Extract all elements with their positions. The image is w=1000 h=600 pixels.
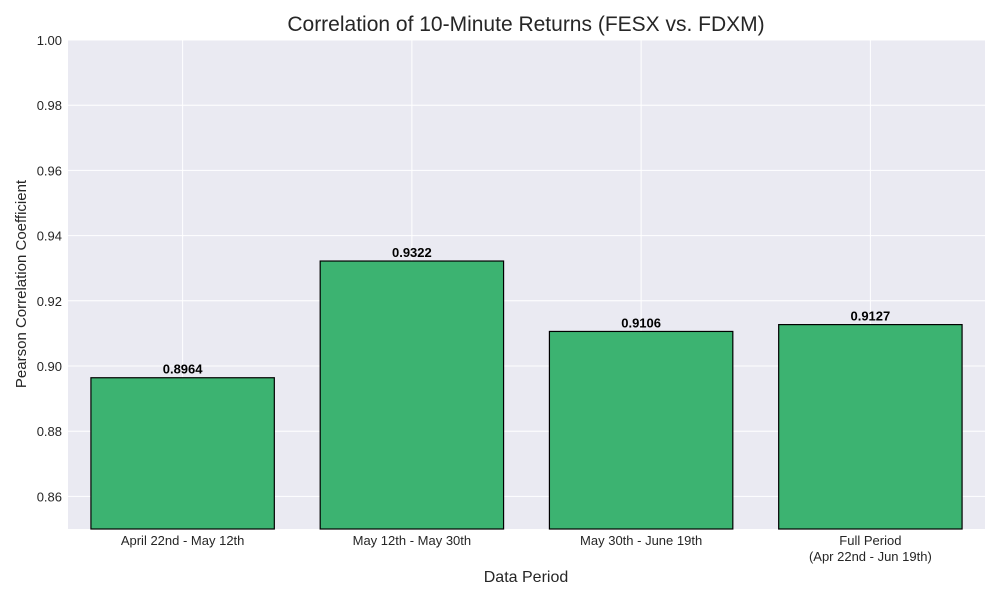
x-tick-label: April 22nd - May 12th — [121, 533, 245, 548]
bar-value-label: 0.9127 — [850, 309, 890, 324]
x-tick-label: Full Period — [839, 533, 901, 548]
y-tick-label: 0.96 — [37, 163, 62, 178]
x-tick-label: May 12th - May 30th — [353, 533, 472, 548]
bar-value-label: 0.8964 — [163, 362, 204, 377]
chart-title: Correlation of 10-Minute Returns (FESX v… — [287, 13, 764, 36]
y-tick-label: 0.98 — [37, 98, 62, 113]
bar — [548, 330, 734, 530]
y-tick-label: 0.90 — [37, 359, 62, 374]
y-tick-label: 0.86 — [37, 489, 62, 504]
x-tick-label: May 30th - June 19th — [580, 533, 702, 548]
x-axis-label: Data Period — [484, 569, 569, 586]
y-axis-label: Pearson Correlation Coefficient — [13, 179, 30, 388]
bar-value-label: 0.9106 — [621, 315, 661, 330]
bar — [90, 377, 275, 530]
bar — [778, 323, 963, 530]
y-tick-label: 1.00 — [37, 33, 62, 48]
x-tick-label: (Apr 22nd - Jun 19th) — [809, 549, 932, 564]
y-tick-label: 0.88 — [37, 424, 62, 439]
x-tick-labels: April 22nd - May 12th May 12th - May 30th… — [121, 533, 932, 564]
y-tick-label: 0.94 — [37, 229, 62, 244]
bars: 0.8964 0.9322 0.9106 0.9127 — [90, 245, 963, 530]
bar-value-label: 0.9322 — [392, 245, 432, 260]
bar — [319, 260, 505, 530]
y-tick-label: 0.92 — [37, 294, 62, 309]
y-tick-labels: 0.86 0.88 0.90 0.92 0.94 0.96 0.98 1.00 — [37, 33, 62, 504]
